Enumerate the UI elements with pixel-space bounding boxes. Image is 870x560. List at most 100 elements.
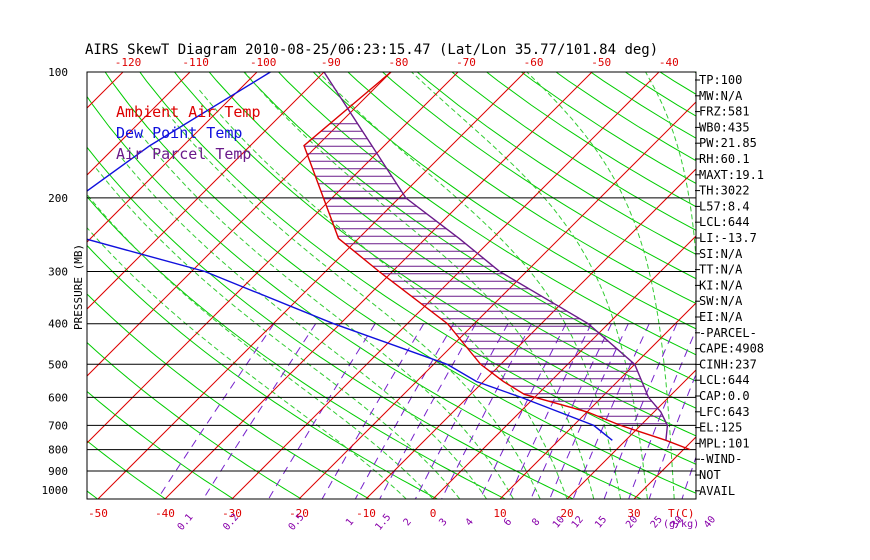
mixing-ratio-label: 4 [464, 517, 476, 529]
cape-hatching [304, 123, 667, 425]
isotherm [768, 53, 870, 499]
isotherm [499, 302, 696, 499]
pressure-tick-label: 200 [48, 192, 68, 205]
dry-adiabat [451, 72, 696, 231]
mixing-ratio-line [157, 323, 275, 499]
pressure-tick-label: 900 [48, 465, 68, 478]
dry-adiabat [381, 72, 696, 280]
index-label: -PARCEL- [699, 326, 757, 340]
index-label: LCL:644 [699, 215, 750, 229]
mixing-ratio-line [379, 323, 477, 499]
index-label: NOT [699, 468, 721, 482]
mixing-ratio-line [628, 328, 696, 499]
series-line [323, 72, 669, 441]
pressure-tick-label: 500 [48, 358, 68, 371]
top-temp-tick-label: -120 [115, 56, 142, 69]
index-label: MAXT:19.1 [699, 168, 764, 182]
top-temp-tick-label: -50 [591, 56, 611, 69]
bottom-temp-tick-label: -30 [222, 507, 242, 520]
isotherm [566, 369, 696, 499]
mixing-ratio-line [549, 323, 629, 499]
index-label: EL:125 [699, 421, 742, 435]
index-label: EI:N/A [699, 310, 743, 324]
mixing-ratio-label: 2 [402, 517, 414, 529]
mixing-ratio-unit: (g/kg) [663, 519, 699, 530]
legend-entry: Ambient Air Temp [116, 103, 261, 121]
dry-adiabats [87, 53, 870, 499]
index-label: LCL:644 [699, 373, 750, 387]
top-temp-tick-label: -60 [524, 56, 544, 69]
bottom-temp-tick-label: 30 [627, 507, 640, 520]
dry-adiabat [765, 53, 870, 499]
index-label: PW:21.85 [699, 136, 757, 150]
index-label: SI:N/A [699, 247, 743, 261]
dry-adiabat [87, 341, 302, 499]
index-label: KI:N/A [699, 278, 743, 292]
series-line [87, 72, 613, 441]
isotherms [87, 53, 870, 499]
isotherm [298, 101, 696, 499]
dry-adiabat [139, 72, 696, 465]
mixing-ratio-line [530, 323, 612, 499]
isotherm [87, 72, 392, 377]
dry-adiabat [799, 53, 870, 499]
dry-adiabat [732, 53, 870, 499]
pressure-tick-label: 300 [48, 266, 68, 279]
isotherm [365, 168, 696, 499]
top-temp-tick-label: -70 [456, 56, 476, 69]
isotherm [87, 72, 459, 444]
isotherm [87, 72, 325, 310]
bottom-temp-tick-label: -10 [356, 507, 376, 520]
bottom-temp-tick-label: -50 [88, 507, 108, 520]
pressure-axis: 100 200 300 400 500 600 700 800 900 1000 [42, 66, 69, 497]
bottom-temperature-axis: -50 -40 -30 -20 -10 0 10 20 30 T(C) [88, 507, 694, 520]
index-label: FRZ:581 [699, 105, 750, 119]
pressure-tick-label: 100 [48, 66, 68, 79]
index-label: MPL:101 [699, 436, 750, 450]
top-temperature-axis: -120 -110 -100 -90 -80 -70 -60 -50 -40 [115, 56, 679, 69]
dry-adiabat [208, 72, 696, 409]
dry-adiabat [866, 53, 870, 499]
dry-adiabat [87, 244, 438, 499]
index-label: CAP:0.0 [699, 389, 750, 403]
dry-adiabat [416, 72, 696, 255]
pressure-tick-label: 400 [48, 318, 68, 331]
index-label: CAPE:4908 [699, 342, 764, 356]
index-label: AVAIL [699, 484, 735, 498]
index-label: LI:-13.7 [699, 231, 757, 245]
legend-entry: Dew Point Temp [116, 124, 242, 142]
y-axis-label: PRESSURE (MB) [72, 244, 85, 330]
mixing-ratio-line [354, 323, 455, 499]
index-label: TH:3022 [699, 184, 750, 198]
mixing-ratio-line [507, 323, 592, 499]
isotherm [432, 235, 696, 499]
mixing-ratio-line [648, 373, 696, 499]
moist-adiabat [87, 226, 407, 499]
pressure-tick-label: 700 [48, 419, 68, 432]
mixing-ratio-label: 0.1 [176, 512, 196, 533]
mixing-ratio-label: 8 [530, 517, 542, 529]
dry-adiabat [87, 293, 370, 499]
mixing-ratio-line [441, 323, 532, 499]
dry-adiabat [87, 146, 574, 499]
chart-title: AIRS SkewT Diagram 2010-08-25/06:23:15.4… [85, 42, 658, 58]
moist-adiabat [160, 104, 541, 499]
pressure-tick-label: 800 [48, 444, 68, 457]
dry-adiabat [243, 72, 696, 382]
dry-adiabat [277, 72, 696, 356]
legend: Ambient Air Temp Dew Point Temp Air Parcel… [116, 103, 261, 163]
index-label: MW:N/A [699, 89, 743, 103]
dry-adiabat [693, 72, 696, 74]
index-label: -WIND- [699, 452, 742, 466]
pressure-tick-label: 1000 [42, 484, 69, 497]
dry-adiabat [87, 440, 166, 499]
moist-adiabat [244, 72, 595, 499]
mixing-ratio-line [479, 323, 567, 499]
moist-adiabat [87, 193, 434, 499]
bottom-temp-unit: T(C) [668, 507, 695, 520]
mixing-ratio-label: 40 [702, 514, 718, 530]
moist-adiabat [198, 88, 568, 499]
bottom-temp-tick-label: 0 [430, 507, 437, 520]
top-temp-tick-label: -40 [659, 56, 679, 69]
